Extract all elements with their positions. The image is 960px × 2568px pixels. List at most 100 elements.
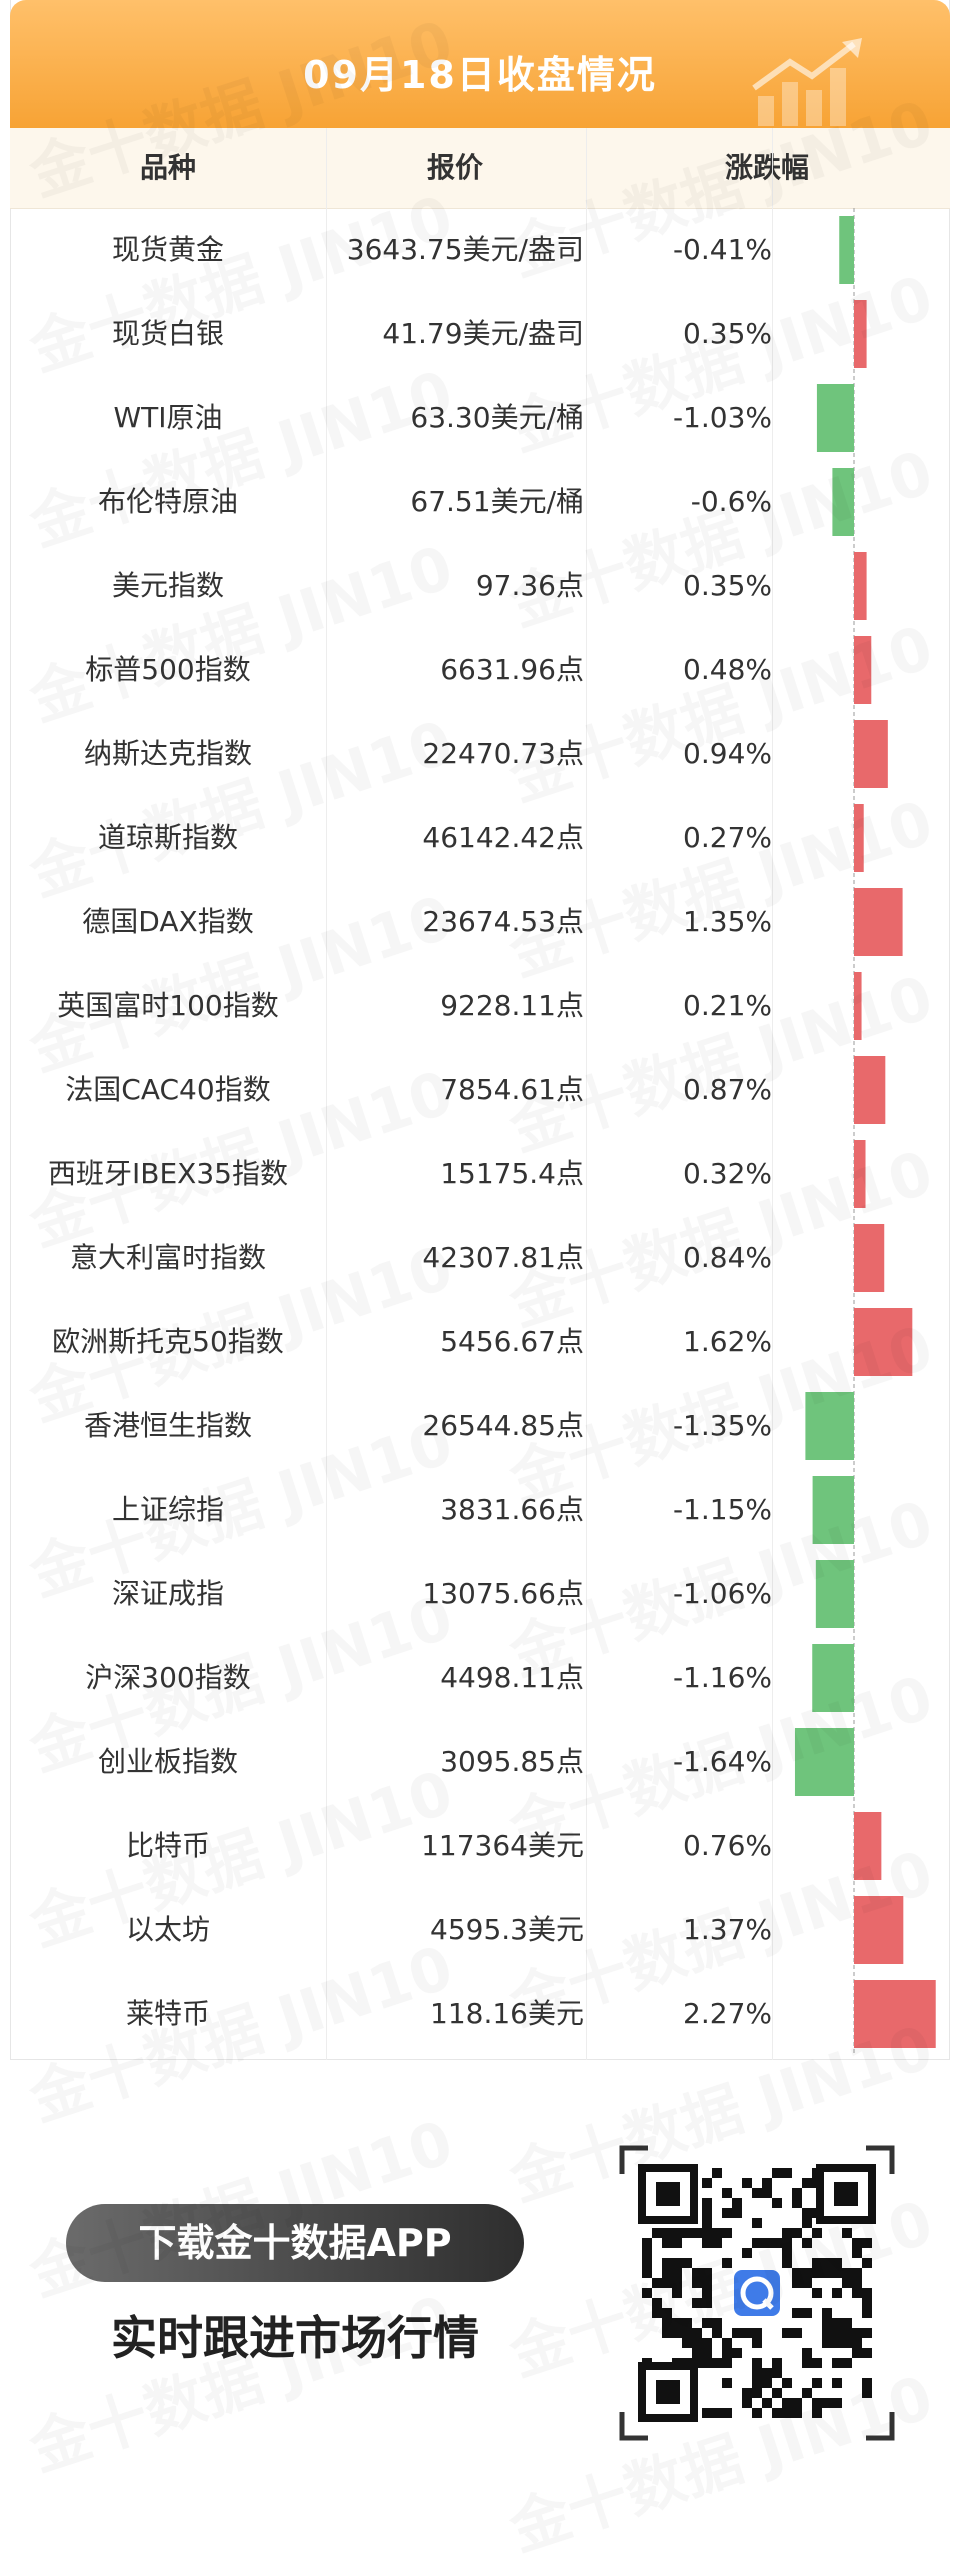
instrument-price: 3831.66点 — [440, 1493, 584, 1526]
instrument-name: 莱特币 — [125, 1997, 210, 2030]
instrument-change: 0.35% — [683, 317, 772, 350]
instrument-price: 117364美元 — [421, 1829, 584, 1862]
table-row: 上证综指 3831.66点 -1.15% — [10, 1468, 950, 1552]
instrument-change: 1.35% — [683, 905, 772, 938]
instrument-change: 0.48% — [683, 653, 772, 686]
instrument-price: 5456.67点 — [440, 1325, 584, 1358]
instrument-change: -1.03% — [672, 401, 772, 434]
instrument-name: 标普500指数 — [85, 653, 251, 686]
download-app-button[interactable]: 下载金十数据APP — [66, 2204, 524, 2282]
instrument-name: 欧洲斯托克50指数 — [52, 1325, 284, 1358]
instrument-price: 3643.75美元/盎司 — [346, 233, 584, 266]
instrument-price: 42307.81点 — [422, 1241, 584, 1274]
instrument-price: 118.16美元 — [430, 1997, 584, 2030]
column-header-change: 涨跌幅 — [724, 151, 809, 184]
instrument-change: -1.06% — [672, 1577, 772, 1610]
footer-slogan: 实时跟进市场行情 — [111, 2311, 479, 2365]
table-row: 深证成指 13075.66点 -1.06% — [10, 1552, 950, 1636]
instrument-name: 西班牙IBEX35指数 — [48, 1157, 288, 1190]
change-bar — [854, 1140, 866, 1208]
instrument-change: 2.27% — [683, 1997, 772, 2030]
table-row: 现货白银 41.79美元/盎司 0.35% — [10, 292, 950, 376]
instrument-price: 63.30美元/桶 — [410, 401, 584, 434]
column-header-name: 品种 — [139, 151, 196, 184]
instrument-name: 纳斯达克指数 — [83, 737, 252, 770]
table-row: 标普500指数 6631.96点 0.48% — [10, 628, 950, 712]
instrument-price: 6631.96点 — [440, 653, 584, 686]
table-row: WTI原油 63.30美元/桶 -1.03% — [10, 376, 950, 460]
table-row: 沪深300指数 4498.11点 -1.16% — [10, 1636, 950, 1720]
instrument-price: 23674.53点 — [422, 905, 584, 938]
instrument-change: 0.27% — [683, 821, 772, 854]
change-bar — [854, 636, 872, 704]
table-row: 德国DAX指数 23674.53点 1.35% — [10, 880, 950, 964]
instrument-change: 0.87% — [683, 1073, 772, 1106]
change-bar — [832, 468, 854, 536]
change-bar — [854, 888, 903, 956]
change-bar — [794, 1728, 854, 1796]
instrument-change: 0.32% — [683, 1157, 772, 1190]
change-bar — [854, 972, 862, 1040]
table-row: 现货黄金 3643.75美元/盎司 -0.41% — [10, 208, 950, 292]
change-bar — [854, 300, 867, 368]
change-bar — [854, 720, 888, 788]
trend-chart-icon — [752, 38, 862, 126]
instrument-price: 67.51美元/桶 — [410, 485, 584, 518]
quote-table-card — [10, 0, 950, 2060]
table-row: 莱特币 118.16美元 2.27% — [10, 1972, 950, 2056]
instrument-name: 香港恒生指数 — [83, 1409, 252, 1442]
instrument-price: 4498.11点 — [440, 1661, 584, 1694]
table-row: 创业板指数 3095.85点 -1.64% — [10, 1720, 950, 1804]
column-divider — [586, 128, 587, 2060]
table-row: 西班牙IBEX35指数 15175.4点 0.32% — [10, 1132, 950, 1216]
instrument-change: 0.84% — [683, 1241, 772, 1274]
table-row: 英国富时100指数 9228.11点 0.21% — [10, 964, 950, 1048]
instrument-price: 22470.73点 — [422, 737, 584, 770]
change-bar — [854, 804, 864, 872]
instrument-price: 97.36点 — [475, 569, 584, 602]
instrument-price: 13075.66点 — [422, 1577, 584, 1610]
instrument-name: 比特币 — [125, 1829, 210, 1862]
change-bar — [854, 1308, 913, 1376]
instrument-change: -1.15% — [672, 1493, 772, 1526]
instrument-price: 7854.61点 — [440, 1073, 584, 1106]
change-bar — [854, 1812, 882, 1880]
change-bar — [812, 1476, 854, 1544]
instrument-price: 26544.85点 — [422, 1409, 584, 1442]
instrument-price: 15175.4点 — [440, 1157, 584, 1190]
instrument-change: -1.16% — [672, 1661, 772, 1694]
instrument-change: 0.21% — [683, 989, 772, 1022]
column-header-price: 报价 — [426, 151, 483, 184]
table-header: 品种 报价 涨跌幅 — [10, 128, 950, 209]
change-bar — [854, 1224, 885, 1292]
column-divider — [772, 128, 773, 2060]
instrument-name: 意大利富时指数 — [69, 1241, 266, 1274]
table-row: 纳斯达克指数 22470.73点 0.94% — [10, 712, 950, 796]
table-row: 以太坊 4595.3美元 1.37% — [10, 1888, 950, 1972]
instrument-change: -1.64% — [672, 1745, 772, 1778]
change-bar — [805, 1392, 854, 1460]
instrument-name: 沪深300指数 — [85, 1661, 251, 1694]
instrument-name: 法国CAC40指数 — [65, 1073, 271, 1106]
change-bar — [815, 1560, 854, 1628]
instrument-name: 美元指数 — [111, 569, 224, 602]
instrument-name: 现货黄金 — [111, 233, 224, 266]
column-divider — [326, 128, 327, 2060]
instrument-change: -0.41% — [672, 233, 772, 266]
change-bar — [854, 1896, 904, 1964]
change-bar-chart — [794, 208, 936, 2056]
instrument-name: WTI原油 — [113, 401, 223, 434]
change-bar — [854, 552, 867, 620]
table-row: 美元指数 97.36点 0.35% — [10, 544, 950, 628]
table-row: 道琼斯指数 46142.42点 0.27% — [10, 796, 950, 880]
change-bar — [854, 1980, 936, 2048]
table-row: 欧洲斯托克50指数 5456.67点 1.62% — [10, 1300, 950, 1384]
table-row: 比特币 117364美元 0.76% — [10, 1804, 950, 1888]
change-bar — [839, 216, 854, 284]
instrument-price: 41.79美元/盎司 — [382, 317, 584, 350]
instrument-price: 9228.11点 — [440, 989, 584, 1022]
table-row: 法国CAC40指数 7854.61点 0.87% — [10, 1048, 950, 1132]
table-row: 意大利富时指数 42307.81点 0.84% — [10, 1216, 950, 1300]
instrument-name: 德国DAX指数 — [82, 905, 254, 938]
instrument-change: 0.94% — [683, 737, 772, 770]
